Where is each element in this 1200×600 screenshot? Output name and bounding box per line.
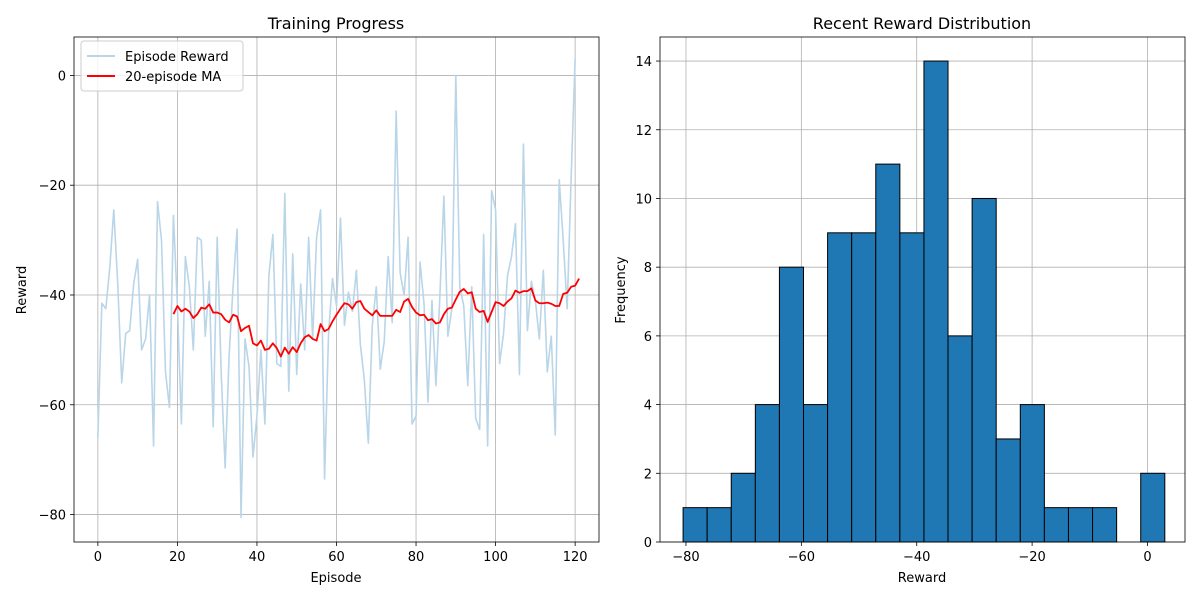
axes-border [659,36,1186,543]
y-tick-label: 2 [644,467,652,482]
x-tick-label: −20 [1018,550,1045,565]
histogram-bar [730,472,756,543]
histogram-bar [947,335,973,543]
chart-title: Training Progress [267,14,405,33]
axes-frame [70,36,600,546]
x-tick-label: 0 [94,550,102,565]
histogram-bar [1092,507,1118,543]
histogram-bar [851,232,877,543]
y-tick-label: −60 [39,399,66,414]
histogram-bar [754,404,780,543]
y-axis-label: Reward [15,266,30,314]
reward-distribution-chart: Recent Reward Distribution −80 −60 −40 −20 0… [614,14,1186,586]
y-tick-label: −80 [39,509,66,524]
axes-border [73,36,600,543]
series-line-moving-average [172,278,580,358]
histogram-bar [995,438,1021,543]
x-tick-label: 40 [249,550,266,565]
y-tick-label: 10 [635,192,652,207]
histogram-bar [778,266,805,543]
y-tick-label: −20 [39,179,66,194]
tick-labels: 0 20 40 60 80 100 120 −80 −60 −40 −20 0 [39,69,588,565]
y-tick-label: 14 [635,55,652,70]
histogram-bar [971,197,997,543]
x-tick-label: −40 [903,550,930,565]
histogram-bar [827,232,853,543]
y-tick-label: −40 [39,289,66,304]
histogram-bar [899,232,925,543]
histogram-bar [706,507,732,543]
histogram-bar [1043,507,1069,543]
y-tick-label: 8 [644,261,652,276]
histogram-bar [1140,472,1166,543]
y-tick-label: 12 [635,124,652,139]
histogram-bar [875,163,901,543]
y-tick-label: 0 [644,536,652,551]
x-tick-label: 60 [328,550,345,565]
y-tick-label: 0 [58,69,66,84]
x-tick-label: −80 [672,550,699,565]
x-axis-label: Episode [310,571,361,586]
x-tick-label: 120 [563,550,588,565]
legend-box [80,40,244,92]
y-axis-label: Frequency [614,256,629,323]
tick-labels: −80 −60 −40 −20 0 0 2 4 6 8 10 12 14 [635,55,1151,565]
chart-title: Recent Reward Distribution [813,14,1031,33]
plot-area [682,60,1166,543]
histogram-bar [1019,404,1045,543]
x-tick-label: 80 [408,550,425,565]
legend: Episode Reward 20-episode MA [80,40,244,92]
y-tick-label: 4 [644,399,652,414]
histogram-bar [923,60,949,543]
x-axis-label: Reward [898,571,946,586]
histogram-bar [1067,507,1094,543]
x-tick-label: 20 [169,550,186,565]
legend-label-episode-reward: Episode Reward [125,50,229,65]
axes-frame [656,36,1186,546]
training-progress-chart: Training Progress 0 20 40 60 80 100 120 −80 −60 −… [15,14,600,586]
x-tick-label: 0 [1143,550,1151,565]
x-tick-label: 100 [483,550,508,565]
histogram-bar [803,404,829,543]
y-tick-label: 6 [644,330,652,345]
x-tick-label: −60 [788,550,815,565]
plot-area [97,58,580,519]
legend-label-moving-average: 20-episode MA [125,70,221,85]
histogram-bar [682,507,708,543]
